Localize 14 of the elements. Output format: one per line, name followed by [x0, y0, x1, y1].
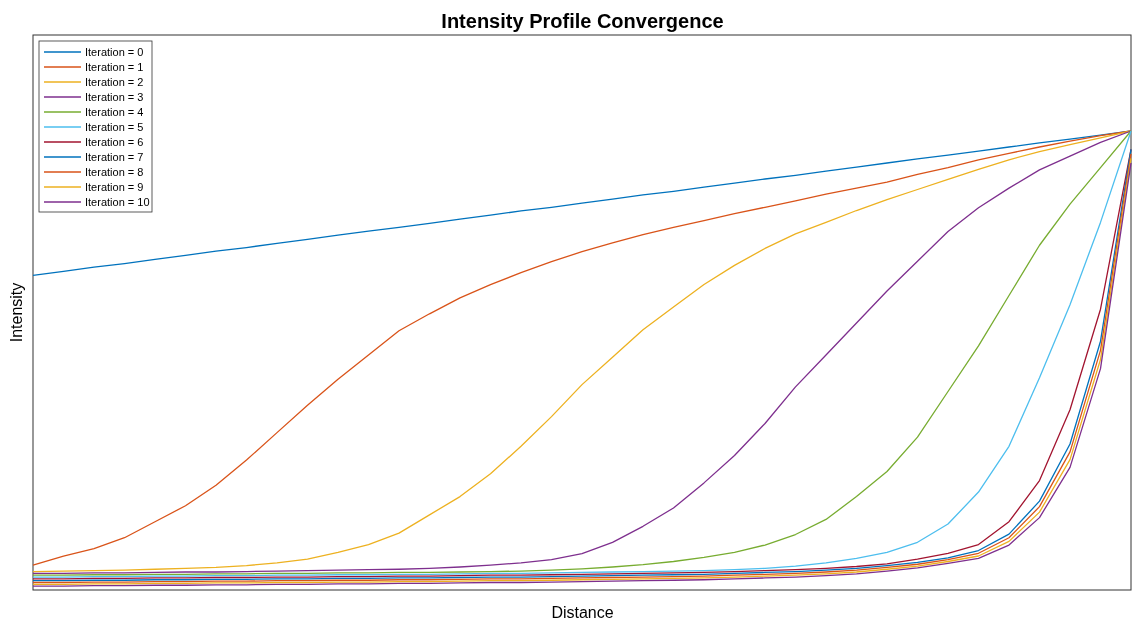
legend-label: Iteration = 6	[85, 136, 144, 148]
chart-title: Intensity Profile Convergence	[441, 10, 724, 32]
legend-label: Iteration = 7	[85, 151, 144, 163]
legend-label: Iteration = 3	[85, 91, 144, 103]
legend-label: Iteration = 5	[85, 121, 144, 133]
legend-label: Iteration = 10	[85, 196, 150, 208]
legend-label: Iteration = 9	[85, 181, 144, 193]
legend-label: Iteration = 8	[85, 166, 144, 178]
legend-label: Iteration = 1	[85, 61, 144, 73]
y-axis-title: Intensity	[8, 282, 25, 343]
legend-label: Iteration = 0	[85, 46, 144, 58]
legend-label: Iteration = 4	[85, 106, 144, 118]
x-axis-title: Distance	[551, 604, 614, 621]
legend-label: Iteration = 2	[85, 76, 144, 88]
